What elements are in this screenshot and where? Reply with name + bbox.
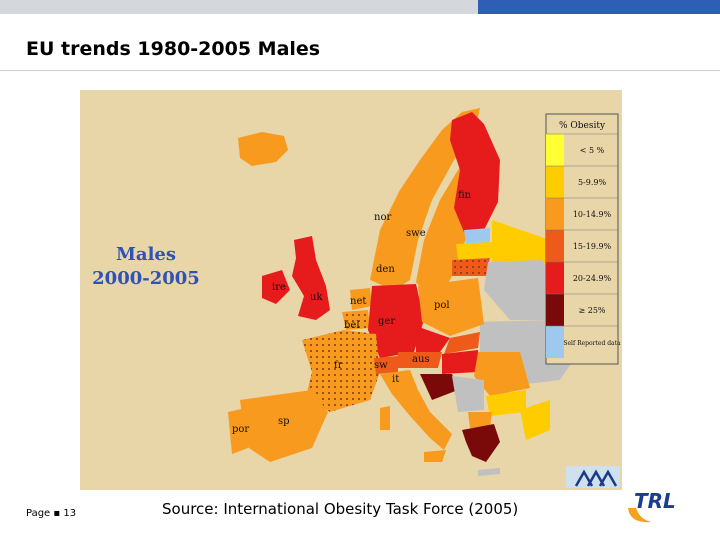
poland-region (418, 278, 484, 336)
sardinia-region (380, 406, 390, 430)
trl-logo-swoosh (628, 508, 652, 523)
source-citation: Source: International Obesity Task Force… (162, 500, 519, 518)
legend-swatch-0 (546, 134, 564, 166)
legend-swatch-1 (546, 166, 564, 198)
europe-obesity-map: Males 2000-2005 fin nor swe den ire uk n… (80, 90, 622, 490)
legend-title: % Obesity (559, 121, 606, 131)
slide-title: EU trends 1980-2005 Males (26, 38, 321, 60)
iceland-region (238, 132, 288, 166)
finland-region (450, 112, 500, 232)
denmark-region (376, 256, 398, 286)
sicily-region (424, 450, 446, 462)
label-aus: aus (412, 354, 430, 365)
crete-region (478, 468, 500, 476)
belarus-region (484, 260, 560, 320)
romania-region (474, 352, 530, 396)
estonia-region (464, 228, 490, 244)
map-heading-period: 2000-2005 (92, 268, 200, 289)
label-ger: ger (378, 316, 395, 327)
legend-label-4: 20-24.9% (573, 274, 612, 283)
ireland-region (262, 270, 290, 304)
uk-region (292, 236, 330, 320)
lithuania-region (452, 258, 490, 276)
legend-label-1: 5-9.9% (578, 178, 607, 187)
legend-swatch-2 (546, 198, 564, 230)
norway-region (370, 108, 480, 290)
label-fr: fr (334, 360, 343, 371)
label-bel: bel (344, 320, 360, 331)
macedonia-region (468, 412, 492, 428)
label-ire: ire (272, 282, 286, 293)
legend-label-2: 10-14.9% (573, 210, 612, 219)
belgium-region (342, 310, 370, 330)
legend-swatch-4 (546, 262, 564, 294)
legend-label-0: < 5 % (580, 146, 605, 155)
france-region (302, 330, 380, 412)
austria-region (396, 352, 442, 368)
germany-region (368, 284, 424, 358)
map-heading-gender: Males (116, 244, 176, 265)
hungary-region (442, 350, 478, 374)
label-sp: sp (278, 416, 290, 427)
label-it: it (392, 374, 399, 385)
label-swe: swe (406, 228, 426, 239)
obesity-legend: % Obesity < 5 % 5-9.9% 10-14.9% 15-19.9% 20-… (545, 113, 621, 365)
label-uk: uk (310, 292, 323, 303)
legend-label-6: Self Reported data (563, 340, 621, 347)
legend-label-3: 15-19.9% (573, 242, 612, 251)
czech-region (416, 326, 450, 352)
label-nor: nor (374, 212, 391, 223)
top-banner-accent (478, 0, 720, 14)
label-sw: sw (374, 360, 388, 371)
legend-swatch-3 (546, 230, 564, 262)
title-divider (0, 70, 720, 71)
label-por: por (232, 424, 249, 435)
netherlands-region (350, 288, 372, 310)
portugal-region (228, 408, 248, 454)
label-pol: pol (434, 300, 450, 311)
switzerland-region (374, 356, 398, 374)
turkey-region (520, 400, 550, 440)
italy-region (380, 370, 452, 450)
slovakia-region (444, 332, 480, 354)
legend-swatch-6 (546, 326, 564, 358)
spain-region (240, 390, 328, 462)
bosnia-serbia-region (452, 376, 484, 412)
legend-swatch-5 (546, 294, 564, 326)
label-net: net (350, 296, 366, 307)
latvia-region (456, 242, 492, 260)
slovenia-croatia-region (420, 374, 458, 400)
greece-region (462, 424, 500, 462)
bulgaria-region (486, 390, 526, 416)
trl-logo: TRL (628, 489, 676, 523)
iotf-logo-figures (574, 469, 618, 487)
label-fin: fin (458, 190, 472, 201)
label-den: den (376, 264, 395, 275)
page-number: Page ▪ 13 (26, 508, 77, 519)
trl-logo-text: TRL (634, 489, 676, 513)
legend-label-5: ≥ 25% (578, 306, 605, 315)
